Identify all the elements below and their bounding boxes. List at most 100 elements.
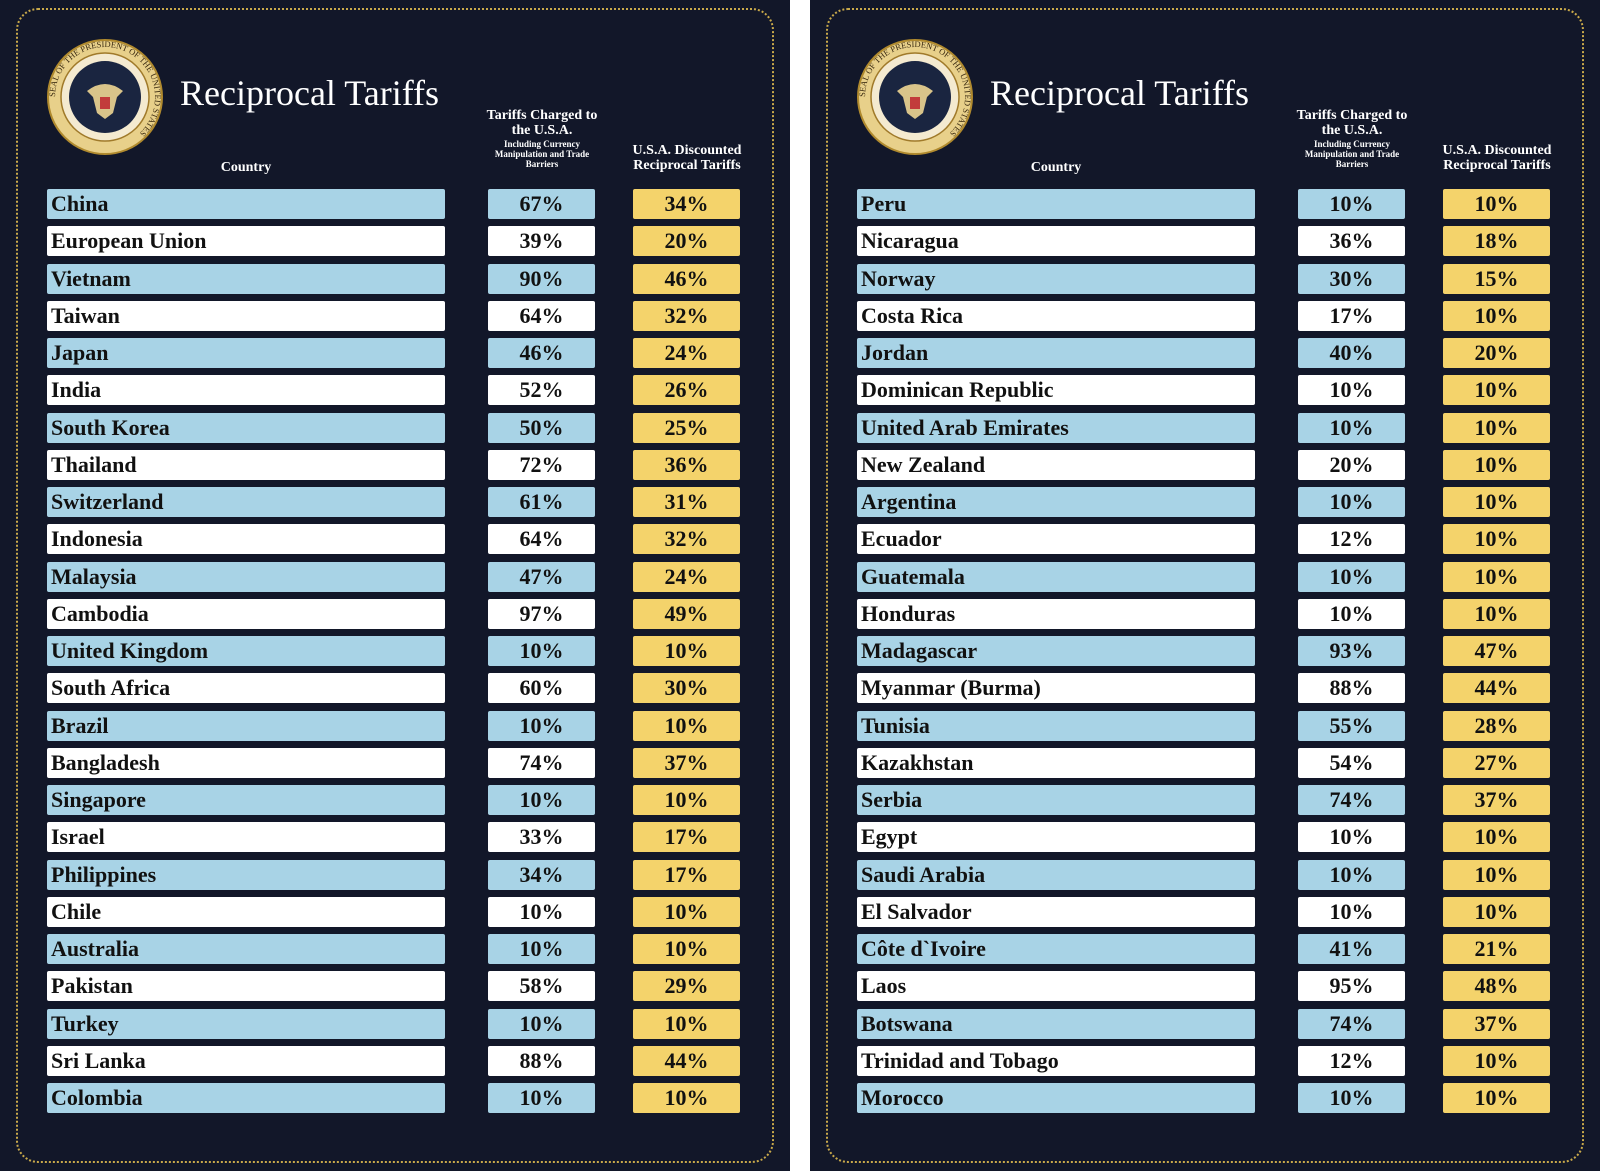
country-cell: Ecuador [857,524,1255,555]
country-header: Country [220,160,272,175]
reciprocal-cell: 36% [633,449,740,480]
reciprocal-cell: 10% [633,896,740,927]
reciprocal-cell: 29% [633,971,740,1002]
reciprocal-cell: 32% [633,300,740,331]
charged-note: Including Currency Manipulation and Trad… [494,138,590,170]
reciprocal-cell: 10% [1443,300,1550,331]
reciprocal-cell: 20% [633,226,740,257]
country-cell: Turkey [47,1008,445,1039]
country-cell: Cambodia [47,598,445,629]
charged-cell: 10% [1298,1083,1405,1113]
country-cell: Israel [47,822,445,853]
country-cell: Switzerland [47,487,445,517]
charged-cell: 10% [1298,487,1405,517]
country-cell: Peru [857,189,1255,219]
reciprocal-cell: 28% [1443,710,1550,741]
country-cell: Vietnam [47,263,445,294]
reciprocal-cell: 10% [633,1008,740,1039]
reciprocal-cell: 10% [1443,449,1550,480]
charged-cell: 10% [488,710,595,741]
country-cell: Guatemala [857,561,1255,592]
reciprocal-cell: 32% [633,524,740,555]
reciprocal-cell: 10% [1443,375,1550,406]
charged-cell: 50% [488,412,595,443]
country-cell: Norway [857,263,1255,294]
reciprocal-cell: 25% [633,412,740,443]
reciprocal-cell: 44% [1443,673,1550,704]
seal-shield [910,97,920,109]
country-cell: Côte d`Ivoire [857,934,1255,964]
reciprocal-cell: 49% [633,598,740,629]
charged-title: Tariffs Charged to the U.S.A. [1296,108,1408,139]
country-cell: Morocco [857,1083,1255,1113]
reciprocal-cell: 37% [1443,1008,1550,1039]
country-cell: Nicaragua [857,226,1255,257]
reciprocal-cell: 31% [633,487,740,517]
reciprocal-cell: 44% [633,1045,740,1076]
country-cell: Serbia [857,785,1255,815]
charged-cell: 60% [488,673,595,704]
charged-cell: 46% [488,338,595,368]
reciprocal-cell: 24% [633,338,740,368]
country-cell: Jordan [857,338,1255,368]
reciprocal-cell: 34% [633,189,740,219]
charged-cell: 97% [488,598,595,629]
charged-cell: 61% [488,487,595,517]
reciprocal-cell: 37% [1443,785,1550,815]
charged-cell: 10% [488,934,595,964]
reciprocal-cell: 10% [1443,487,1550,517]
charged-cell: 88% [1298,673,1405,704]
country-cell: Indonesia [47,524,445,555]
reciprocal-cell: 10% [1443,1083,1550,1113]
charged-cell: 34% [488,859,595,890]
charged-cell: 58% [488,971,595,1002]
reciprocal-cell: 27% [1443,747,1550,778]
charged-cell: 74% [1298,785,1405,815]
frame [16,8,774,1163]
reciprocal-cell: 30% [633,673,740,704]
reciprocal-cell: 47% [1443,636,1550,666]
reciprocal-cell: 20% [1443,338,1550,368]
country-cell: Botswana [857,1008,1255,1039]
country-cell: Singapore [47,785,445,815]
charged-cell: 33% [488,822,595,853]
country-cell: European Union [47,226,445,257]
country-cell: El Salvador [857,896,1255,927]
charged-cell: 36% [1298,226,1405,257]
charged-note: Including Currency Manipulation and Trad… [1304,138,1400,170]
charged-cell: 10% [488,896,595,927]
reciprocal-cell: 21% [1443,934,1550,964]
charged-cell: 39% [488,226,595,257]
reciprocal-header: U.S.A. Discounted Reciprocal Tariffs [1442,143,1552,174]
country-cell: Taiwan [47,300,445,331]
reciprocal-cell: 15% [1443,263,1550,294]
charged-cell: 10% [1298,375,1405,406]
seal-shield [100,97,110,109]
panel: SEAL OF THE PRESIDENT OF THE UNITED STAT… [0,0,790,1171]
country-cell: Costa Rica [857,300,1255,331]
title: Reciprocal Tariffs [990,73,1250,113]
charged-cell: 40% [1298,338,1405,368]
reciprocal-cell: 17% [633,859,740,890]
reciprocal-cell: 46% [633,263,740,294]
country-cell: Thailand [47,449,445,480]
reciprocal-cell: 10% [1443,412,1550,443]
charged-cell: 88% [488,1045,595,1076]
country-cell: China [47,189,445,219]
charged-cell: 12% [1298,524,1405,555]
title: Reciprocal Tariffs [180,73,440,113]
country-cell: Kazakhstan [857,747,1255,778]
reciprocal-cell: 10% [1443,598,1550,629]
country-cell: Sri Lanka [47,1045,445,1076]
charged-cell: 64% [488,300,595,331]
reciprocal-cell: 10% [1443,859,1550,890]
reciprocal-cell: 24% [633,561,740,592]
charged-cell: 54% [1298,747,1405,778]
country-cell: Myanmar (Burma) [857,673,1255,704]
charged-cell: 30% [1298,263,1405,294]
seal: SEAL OF THE PRESIDENT OF THE UNITED STAT… [857,39,973,155]
charged-cell: 10% [1298,896,1405,927]
charged-cell: 74% [488,747,595,778]
reciprocal-cell: 10% [1443,524,1550,555]
country-cell: United Arab Emirates [857,412,1255,443]
